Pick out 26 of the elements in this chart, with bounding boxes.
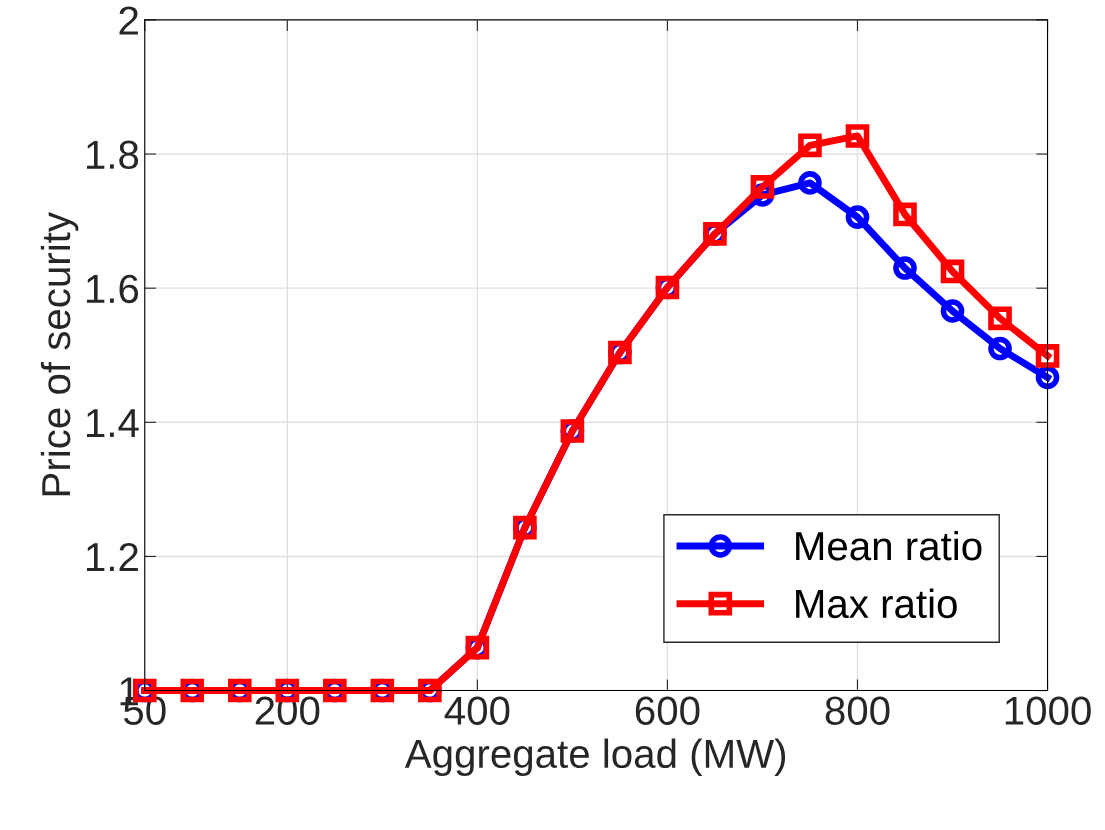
- point: [988, 336, 1012, 361]
- x-tick-label: 800: [825, 696, 890, 726]
- point: [1035, 365, 1060, 390]
- point: [798, 133, 822, 158]
- x-tick-label: 400: [444, 696, 510, 726]
- point: [940, 259, 965, 284]
- x-axis-title: Aggregate load (MW): [404, 738, 786, 777]
- point: [845, 205, 870, 229]
- legend-label: Mean ratio: [796, 530, 982, 561]
- x-tick-label: 600: [635, 696, 700, 726]
- y-tick-label: 1.2: [86, 542, 138, 572]
- y-tick-label: 1.6: [86, 274, 139, 304]
- point: [1035, 344, 1060, 368]
- y-tick-label: 1.4: [86, 409, 139, 437]
- point: [893, 256, 917, 280]
- y-axis-title: Price of security: [40, 212, 79, 496]
- point: [845, 124, 870, 148]
- x-tick-label: 1000: [1005, 696, 1091, 726]
- legend-label: Max ratio: [796, 588, 957, 619]
- y-tick-label: 2: [119, 6, 138, 35]
- y-tick-label: 1.8: [86, 140, 139, 170]
- point: [750, 175, 775, 199]
- point: [988, 306, 1012, 331]
- point: [893, 202, 917, 227]
- point: [798, 171, 822, 195]
- point: [940, 299, 965, 323]
